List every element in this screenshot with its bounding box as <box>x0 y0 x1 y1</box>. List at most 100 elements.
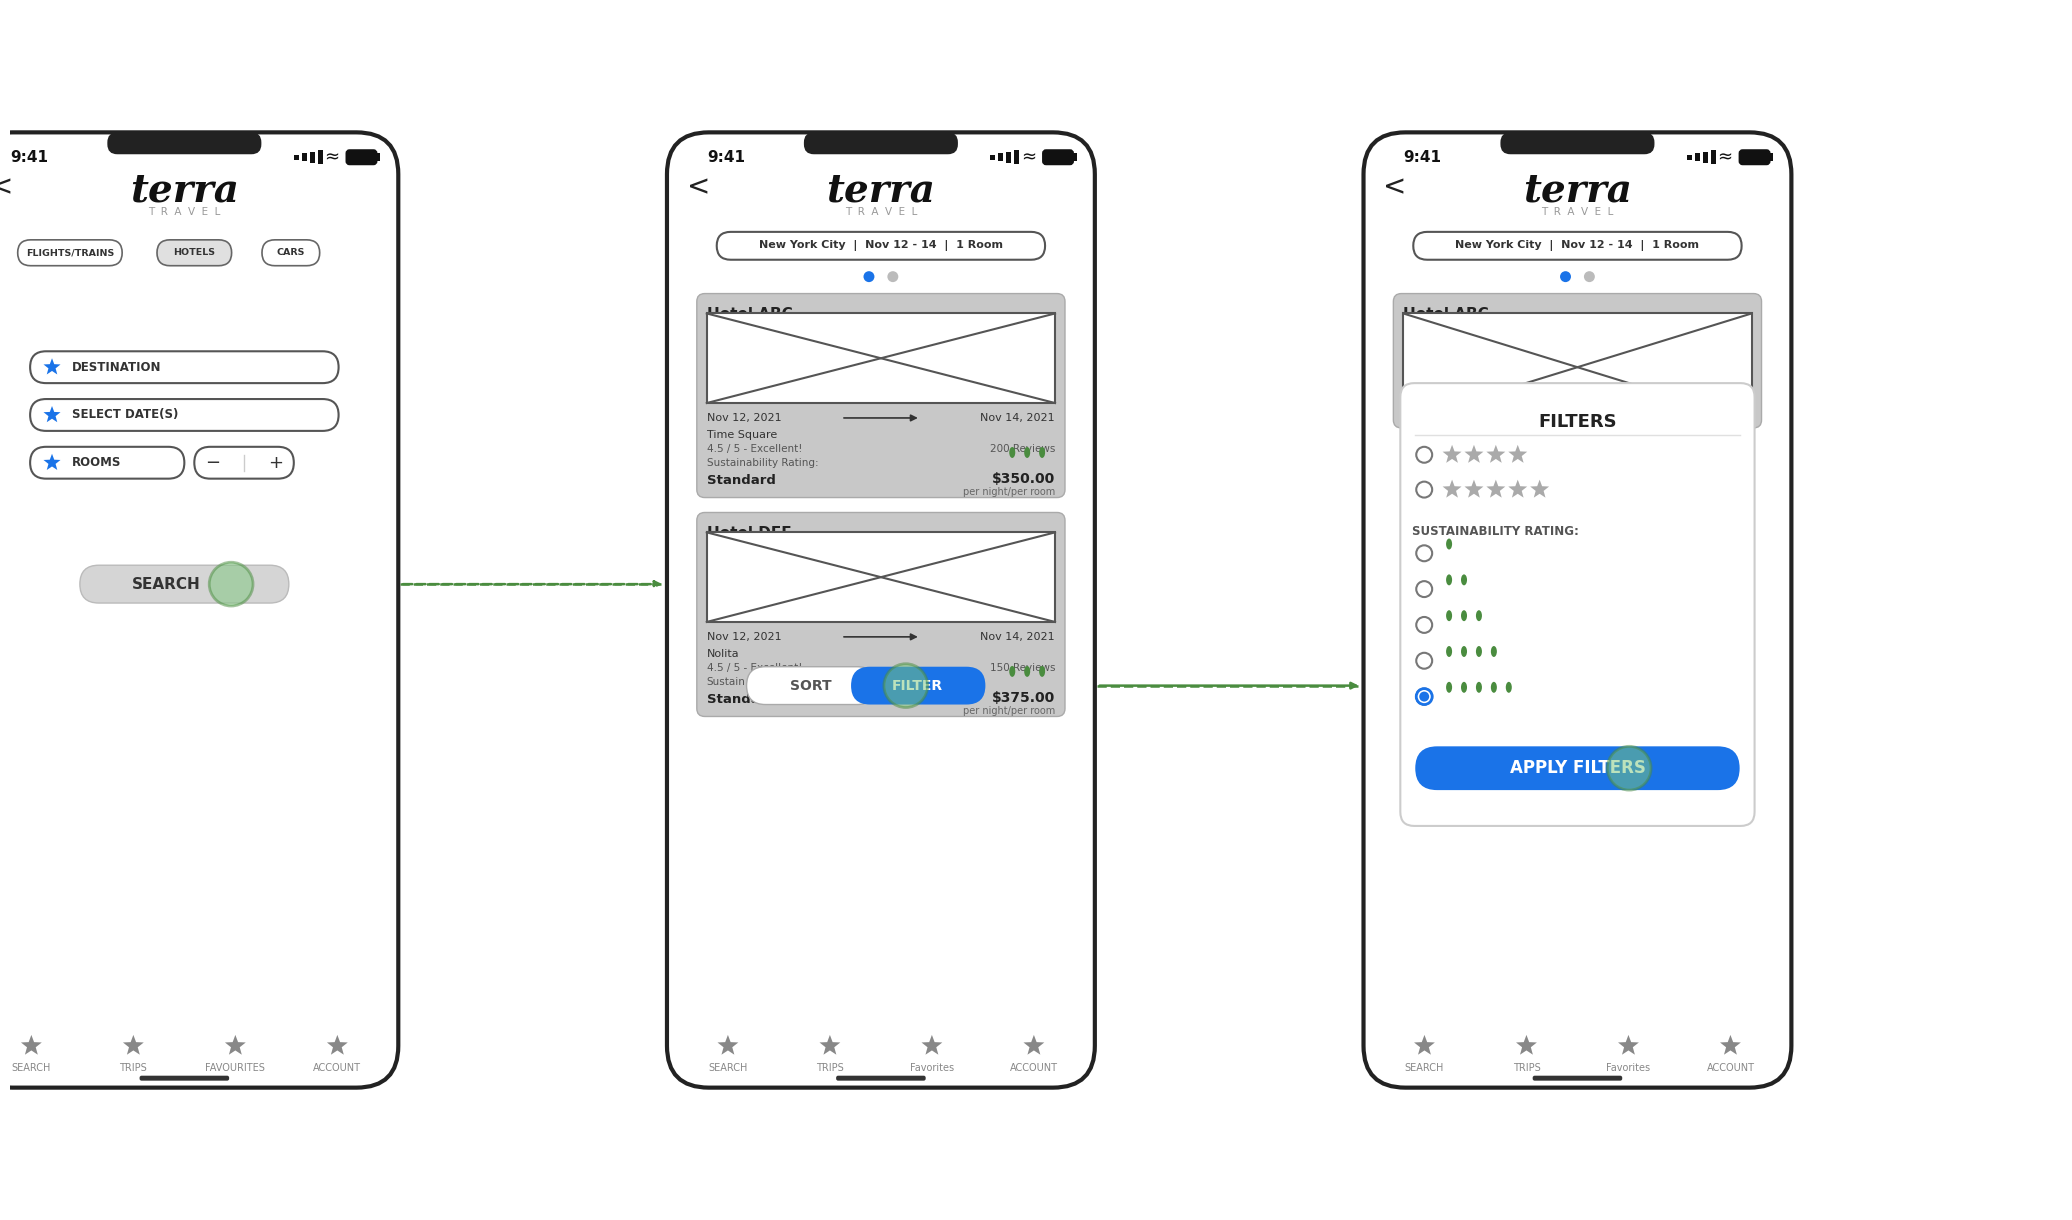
FancyBboxPatch shape <box>1401 383 1755 826</box>
Polygon shape <box>821 1035 841 1055</box>
FancyBboxPatch shape <box>261 240 319 266</box>
Polygon shape <box>1517 1035 1537 1055</box>
Text: 4.5 / 5 - Excellent!: 4.5 / 5 - Excellent! <box>707 662 802 672</box>
Polygon shape <box>1486 479 1506 498</box>
FancyBboxPatch shape <box>1415 747 1740 791</box>
FancyBboxPatch shape <box>346 150 377 165</box>
Text: 9:41: 9:41 <box>707 150 744 165</box>
Circle shape <box>1560 271 1571 282</box>
Bar <box>990 155 995 160</box>
Text: Hotel DEF: Hotel DEF <box>707 526 792 542</box>
Ellipse shape <box>1024 447 1030 458</box>
Text: HOTELS: HOTELS <box>174 249 215 257</box>
FancyBboxPatch shape <box>31 351 338 383</box>
Polygon shape <box>21 1035 41 1055</box>
Bar <box>1007 151 1011 162</box>
Text: New York City  |  Nov 12 - 14  |  1 Room: New York City | Nov 12 - 14 | 1 Room <box>1455 240 1699 251</box>
Text: SEARCH: SEARCH <box>709 1063 748 1072</box>
Text: ≈: ≈ <box>1021 149 1036 166</box>
Text: SORT: SORT <box>789 678 833 693</box>
Ellipse shape <box>1461 610 1467 621</box>
Circle shape <box>1417 545 1432 561</box>
FancyBboxPatch shape <box>0 132 398 1088</box>
FancyBboxPatch shape <box>837 1076 926 1081</box>
Text: SELECT DATE(S): SELECT DATE(S) <box>73 409 178 421</box>
Bar <box>1073 154 1077 161</box>
Polygon shape <box>1024 1035 1044 1055</box>
Text: Nolita: Nolita <box>707 649 740 659</box>
Text: terra: terra <box>1523 171 1633 209</box>
FancyBboxPatch shape <box>852 666 986 704</box>
Polygon shape <box>44 454 60 470</box>
Text: T  R  A  V  E  L: T R A V E L <box>845 207 918 217</box>
Text: Time Square: Time Square <box>707 429 777 440</box>
Circle shape <box>1417 688 1432 704</box>
Text: TRIPS: TRIPS <box>1513 1063 1539 1072</box>
Text: 9:41: 9:41 <box>1403 150 1442 165</box>
Text: $350.00: $350.00 <box>992 472 1055 486</box>
Text: CARS: CARS <box>278 249 305 257</box>
Circle shape <box>1419 692 1430 701</box>
Polygon shape <box>1618 1035 1639 1055</box>
Text: TRIPS: TRIPS <box>120 1063 147 1072</box>
FancyBboxPatch shape <box>1363 132 1792 1088</box>
Text: 150 Reviews: 150 Reviews <box>990 662 1055 672</box>
Text: Favorites: Favorites <box>1606 1063 1651 1072</box>
Text: +: + <box>269 454 284 472</box>
Circle shape <box>1417 688 1432 704</box>
Text: T  R  A  V  E  L: T R A V E L <box>149 207 220 217</box>
Ellipse shape <box>1446 682 1452 693</box>
Ellipse shape <box>1475 610 1481 621</box>
Bar <box>294 155 298 160</box>
Circle shape <box>1583 271 1595 282</box>
Ellipse shape <box>1475 647 1481 656</box>
Ellipse shape <box>1009 447 1015 458</box>
FancyBboxPatch shape <box>19 240 122 266</box>
Bar <box>707 532 1055 622</box>
Text: Standard: Standard <box>707 473 775 487</box>
Circle shape <box>1417 447 1432 462</box>
Polygon shape <box>1442 479 1461 498</box>
FancyBboxPatch shape <box>139 1076 230 1081</box>
Ellipse shape <box>1446 575 1452 586</box>
Text: ACCOUNT: ACCOUNT <box>313 1063 361 1072</box>
FancyBboxPatch shape <box>1500 132 1653 154</box>
FancyBboxPatch shape <box>157 240 232 266</box>
Bar <box>707 314 1055 403</box>
Ellipse shape <box>1492 682 1496 693</box>
FancyBboxPatch shape <box>717 232 1044 260</box>
Text: SEARCH: SEARCH <box>1405 1063 1444 1072</box>
Polygon shape <box>1720 1035 1740 1055</box>
Polygon shape <box>1442 445 1461 462</box>
Ellipse shape <box>1038 447 1044 458</box>
Text: Nov 14, 2021: Nov 14, 2021 <box>980 414 1055 423</box>
Polygon shape <box>44 359 60 375</box>
Circle shape <box>1417 581 1432 597</box>
Ellipse shape <box>1024 666 1030 677</box>
Text: Sustain: Sustain <box>707 677 746 687</box>
Polygon shape <box>1413 1035 1436 1055</box>
Text: APPLY FILTERS: APPLY FILTERS <box>1510 759 1645 777</box>
Text: Nov 12, 2021: Nov 12, 2021 <box>707 632 781 642</box>
Bar <box>1695 154 1699 161</box>
Polygon shape <box>122 1035 143 1055</box>
Bar <box>999 154 1003 161</box>
Text: <: < <box>0 173 15 201</box>
Text: Hotel ABC: Hotel ABC <box>707 307 792 322</box>
Ellipse shape <box>1461 575 1467 586</box>
Polygon shape <box>717 1035 738 1055</box>
Circle shape <box>1417 482 1432 498</box>
Polygon shape <box>1508 479 1527 498</box>
Text: Standard: Standard <box>707 693 775 705</box>
Polygon shape <box>226 1035 247 1055</box>
Circle shape <box>1417 617 1432 633</box>
Text: Nov 14, 2021: Nov 14, 2021 <box>980 632 1055 642</box>
Ellipse shape <box>1506 682 1513 693</box>
Text: T  R  A  V  E  L: T R A V E L <box>1542 207 1614 217</box>
Text: <: < <box>686 173 711 201</box>
FancyBboxPatch shape <box>804 132 957 154</box>
FancyBboxPatch shape <box>1392 294 1761 428</box>
Text: FILTER: FILTER <box>893 678 943 693</box>
Text: terra: terra <box>827 171 934 209</box>
Ellipse shape <box>1009 666 1015 677</box>
